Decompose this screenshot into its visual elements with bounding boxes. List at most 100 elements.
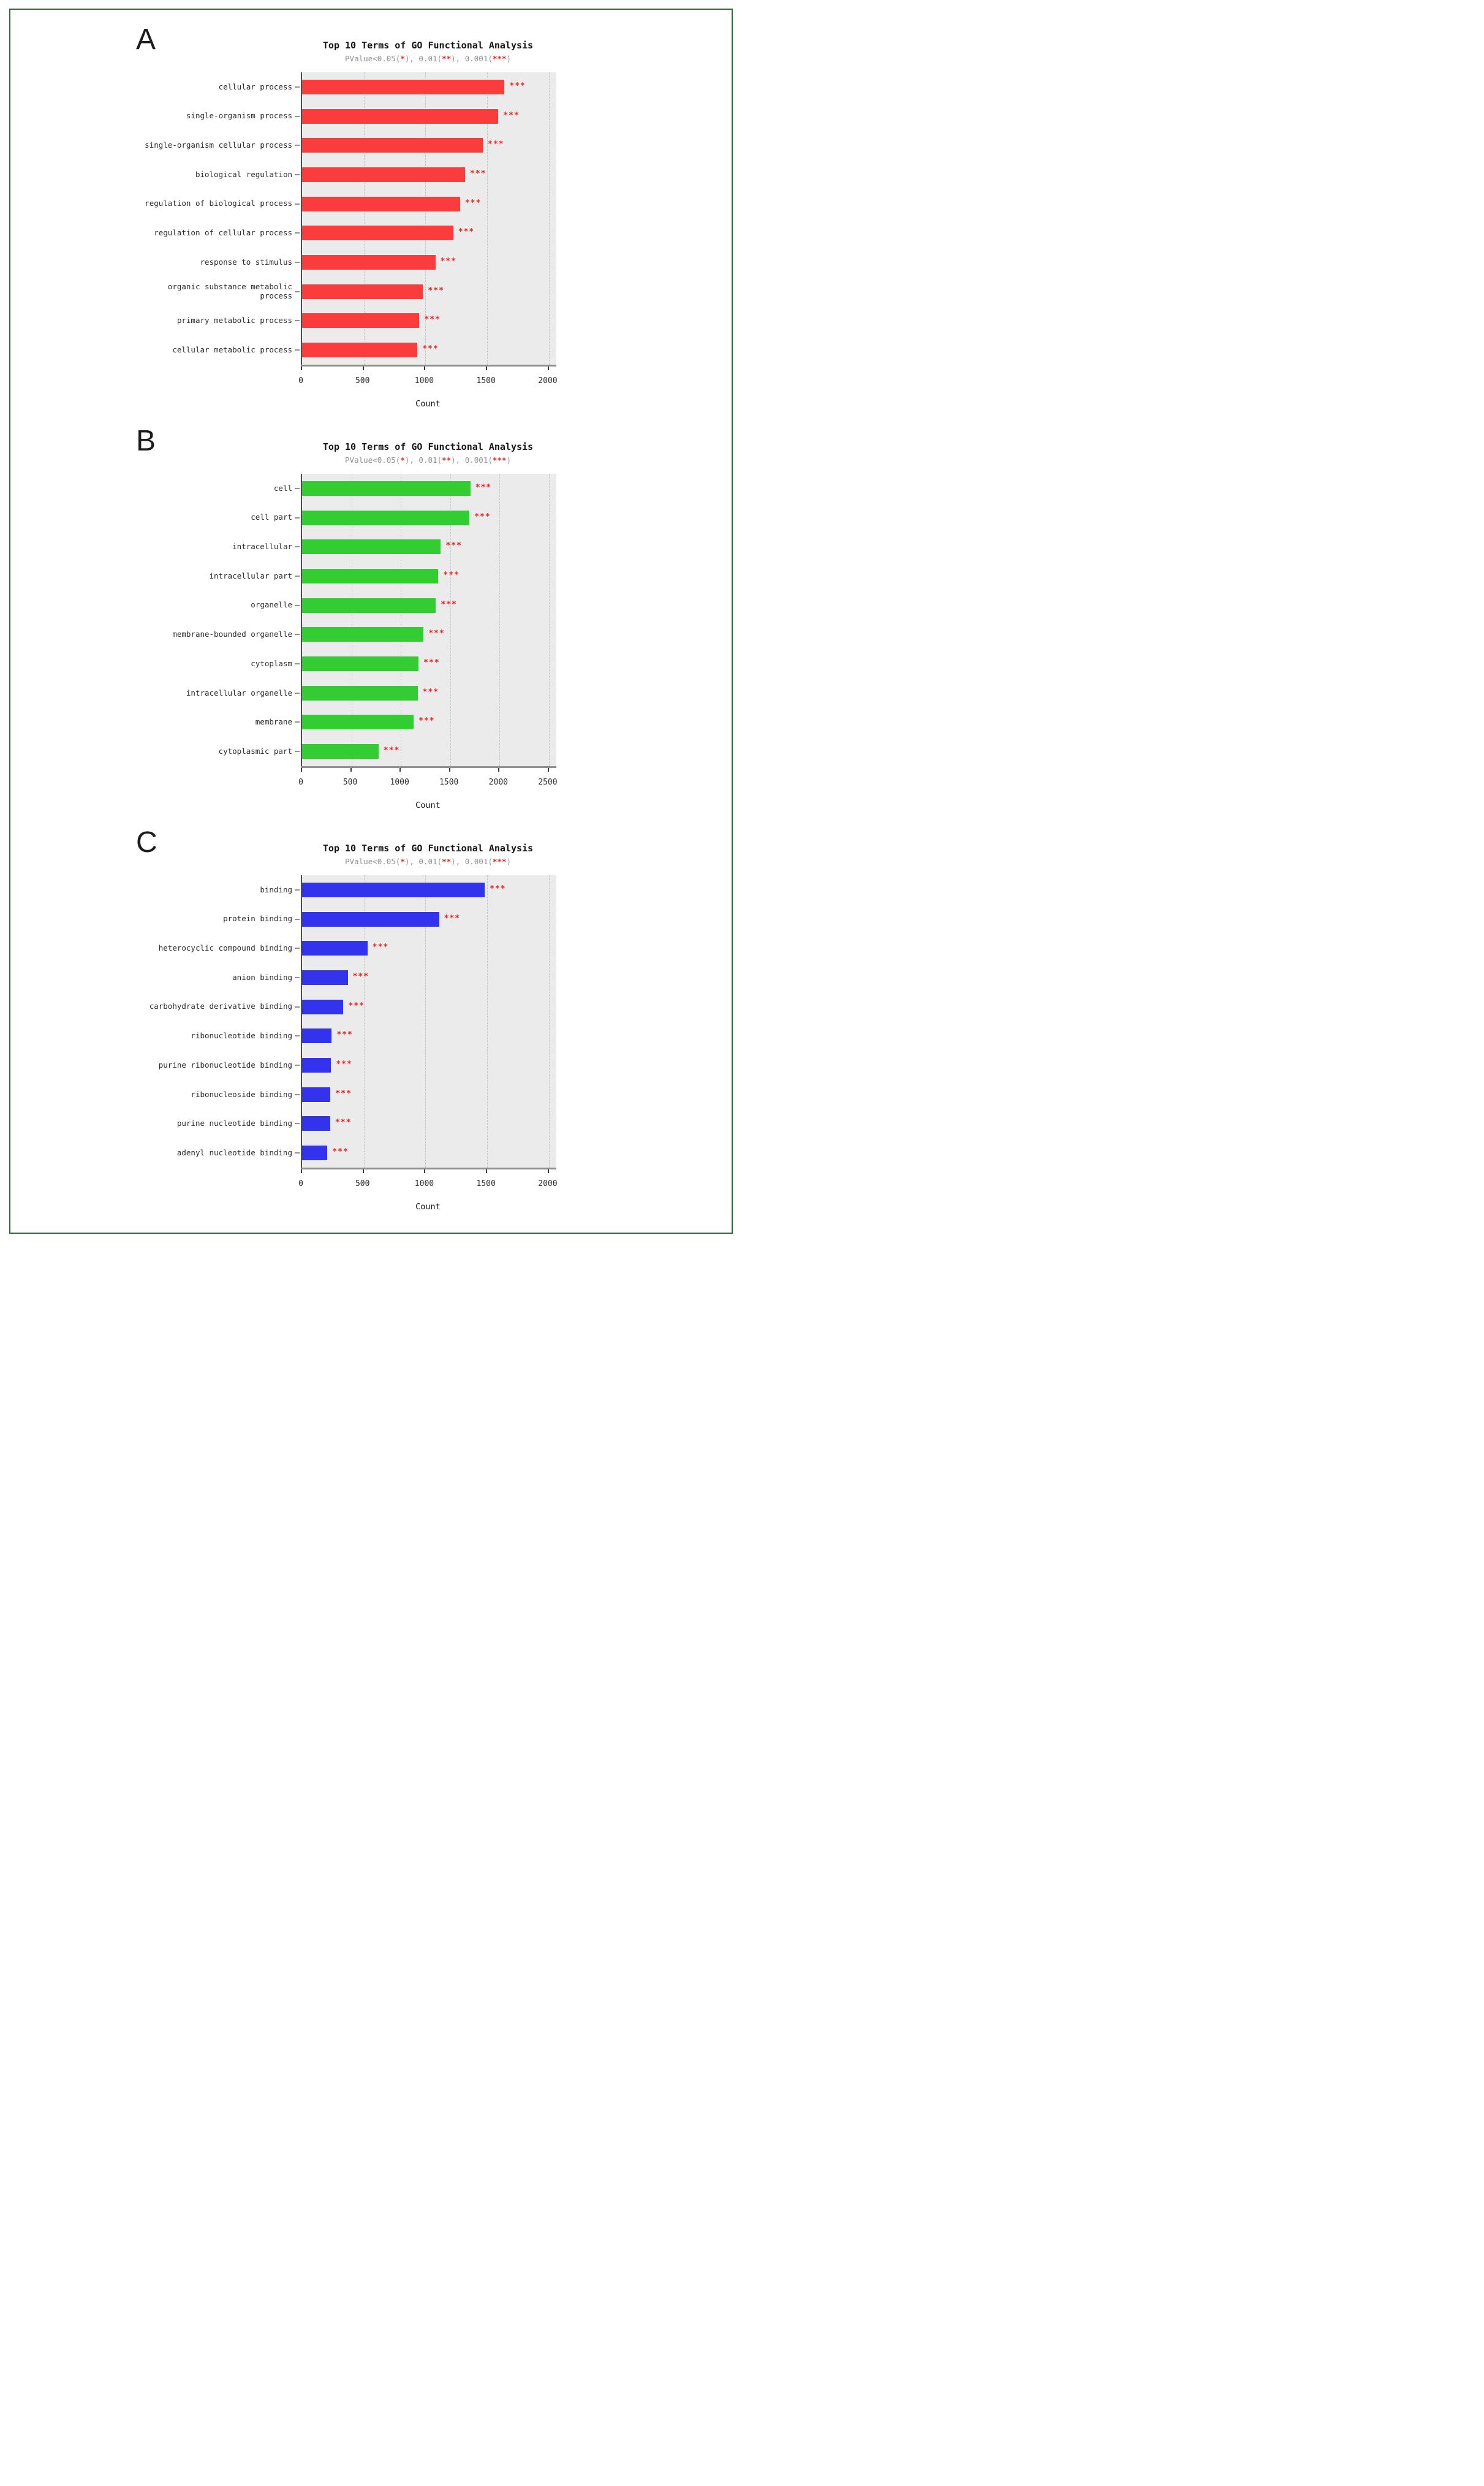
y-tick	[295, 663, 300, 665]
y-tick	[295, 692, 300, 694]
y-tick	[295, 1152, 300, 1154]
subtitle-text: PValue<0.05(	[345, 54, 401, 63]
bar-adenyl-nucleotide-binding	[302, 1145, 328, 1161]
category-label: binding	[133, 875, 300, 905]
x-tick	[362, 367, 364, 370]
subtitle-text: PValue<0.05(	[345, 857, 401, 866]
significance-stars: ***	[474, 512, 491, 522]
subtitle-text: )	[506, 857, 511, 866]
bar-organelle	[302, 597, 436, 614]
y-tick	[295, 976, 300, 978]
bar-membrane-bounded-organelle	[302, 626, 424, 643]
significance-stars: ***	[464, 198, 482, 208]
x-axis-line	[301, 1168, 556, 1169]
subtitle-significance-stars: ***	[492, 857, 507, 866]
x-tick-label: 2500	[538, 778, 558, 787]
gridline	[499, 474, 501, 766]
category-label-text: response to stimulus	[200, 257, 292, 267]
category-label: cytoplasm	[133, 649, 300, 679]
category-labels: cell cell part intracellular intracellular …	[10, 474, 300, 766]
x-axis: 0 500 1000 1500 2000	[298, 1169, 558, 1194]
figure-border: A Top 10 Terms of GO Functional Analysis…	[9, 9, 733, 1234]
category-label-text: membrane	[255, 717, 292, 727]
significance-stars: ***	[503, 110, 520, 120]
category-label-text: cellular metabolic process	[172, 344, 292, 354]
category-label: cellular process	[133, 72, 300, 102]
gridline	[548, 875, 550, 1168]
x-tick	[399, 768, 401, 772]
x-tick	[547, 768, 549, 772]
category-label: organelle	[133, 591, 300, 620]
significance-stars: ***	[443, 570, 460, 580]
significance-stars: ***	[335, 1118, 352, 1128]
category-label-text: cytoplasm	[251, 658, 292, 668]
chart-title: Top 10 Terms of GO Functional Analysis	[322, 40, 534, 51]
category-label: biological regulation	[133, 160, 300, 189]
gridline	[548, 72, 550, 365]
x-tick-label: 1000	[390, 778, 409, 787]
x-tick-label: 500	[355, 376, 370, 386]
significance-stars: ***	[490, 884, 506, 894]
bar-membrane	[302, 714, 414, 731]
significance-stars: ***	[441, 599, 457, 609]
y-tick	[295, 889, 300, 891]
category-label: intracellular part	[133, 561, 300, 591]
category-label: purine nucleotide binding	[133, 1109, 300, 1139]
y-tick	[295, 115, 300, 117]
chart-title: Top 10 Terms of GO Functional Analysis	[322, 441, 534, 452]
category-label-text: purine ribonucleotide binding	[158, 1060, 292, 1070]
x-axis: 0 500 1000 1500 2000 2500	[298, 768, 558, 793]
category-label: carbohydrate derivative binding	[133, 992, 300, 1022]
category-label-text: cellular process	[218, 82, 292, 91]
subtitle-significance-stars: **	[442, 455, 452, 465]
y-tick	[295, 1006, 300, 1008]
gridline	[363, 875, 365, 1168]
bar-protein-binding	[302, 911, 439, 927]
y-tick	[295, 517, 300, 519]
gridline	[487, 72, 488, 365]
y-tick	[295, 291, 300, 292]
y-tick	[295, 173, 300, 175]
x-tick	[449, 768, 450, 772]
category-label-text: regulation of biological process	[145, 199, 292, 208]
panel-A: A Top 10 Terms of GO Functional Analysis…	[10, 25, 732, 420]
category-label-text: regulation of cellular process	[154, 228, 292, 238]
bar-organic-substance-metabolic-process	[302, 283, 423, 300]
y-tick	[295, 1093, 300, 1095]
category-labels: cellular process single-organism process s…	[10, 72, 300, 365]
significance-stars: ***	[372, 943, 389, 952]
gridline	[425, 72, 426, 365]
category-label-text: ribonucleotide binding	[191, 1031, 292, 1041]
panel-C: C Top 10 Terms of GO Functional Analysis…	[10, 828, 732, 1223]
category-label: ribonucleoside binding	[133, 1080, 300, 1109]
y-tick	[295, 918, 300, 920]
panel-letter: B	[136, 425, 156, 457]
panel-letter: C	[136, 826, 157, 859]
x-tick	[301, 367, 302, 370]
y-tick	[295, 634, 300, 636]
x-tick-label: 0	[298, 1179, 303, 1188]
plot-area: *** *** *** *** *** *** *** *** *** ***	[301, 875, 556, 1168]
category-label-text: carbohydrate derivative binding	[149, 1002, 292, 1011]
category-label: cytoplasmic part	[133, 737, 300, 766]
category-label-text: organic substance metabolic process	[167, 282, 292, 300]
category-label: cell part	[133, 503, 300, 533]
x-tick	[350, 768, 352, 772]
bar-regulation-of-biological-process	[302, 196, 460, 212]
x-tick	[498, 768, 500, 772]
category-label: membrane-bounded organelle	[133, 620, 300, 650]
bar-primary-metabolic-process	[302, 313, 420, 329]
x-tick-label: 1500	[476, 1179, 496, 1188]
category-label-text: cell part	[251, 512, 292, 522]
gridline	[487, 875, 488, 1168]
x-tick	[547, 367, 549, 370]
significance-stars: ***	[336, 1030, 353, 1040]
significance-stars: ***	[332, 1147, 349, 1157]
bar-ribonucleoside-binding	[302, 1086, 331, 1103]
bar-binding	[302, 881, 485, 898]
bar-cellular-metabolic-process	[302, 342, 418, 359]
y-tick	[295, 948, 300, 949]
bar-cell-part	[302, 509, 470, 526]
category-label-text: single-organism process	[186, 111, 292, 121]
category-label-text: cell	[273, 483, 292, 493]
